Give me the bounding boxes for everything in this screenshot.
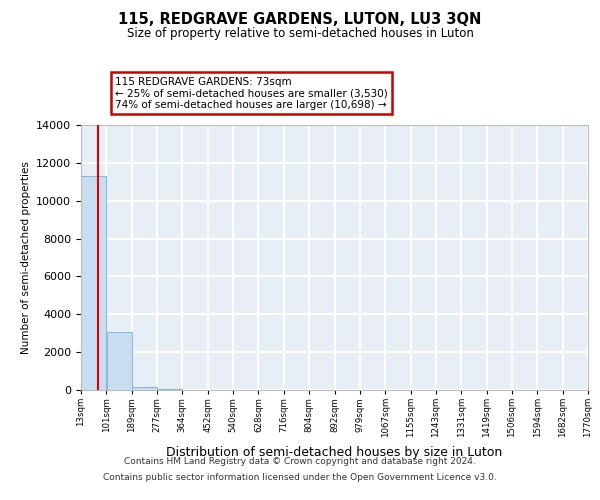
Text: Size of property relative to semi-detached houses in Luton: Size of property relative to semi-detach… — [127, 28, 473, 40]
Bar — [107, 332, 131, 390]
Text: 115, REDGRAVE GARDENS, LUTON, LU3 3QN: 115, REDGRAVE GARDENS, LUTON, LU3 3QN — [118, 12, 482, 28]
Text: 115 REDGRAVE GARDENS: 73sqm
← 25% of semi-detached houses are smaller (3,530)
74: 115 REDGRAVE GARDENS: 73sqm ← 25% of sem… — [115, 76, 388, 110]
Bar — [132, 387, 157, 390]
Y-axis label: Number of semi-detached properties: Number of semi-detached properties — [20, 161, 31, 354]
Text: Contains HM Land Registry data © Crown copyright and database right 2024.: Contains HM Land Registry data © Crown c… — [124, 458, 476, 466]
Text: Contains public sector information licensed under the Open Government Licence v3: Contains public sector information licen… — [103, 472, 497, 482]
X-axis label: Distribution of semi-detached houses by size in Luton: Distribution of semi-detached houses by … — [166, 446, 503, 458]
Bar — [157, 389, 182, 390]
Bar — [81, 176, 106, 390]
